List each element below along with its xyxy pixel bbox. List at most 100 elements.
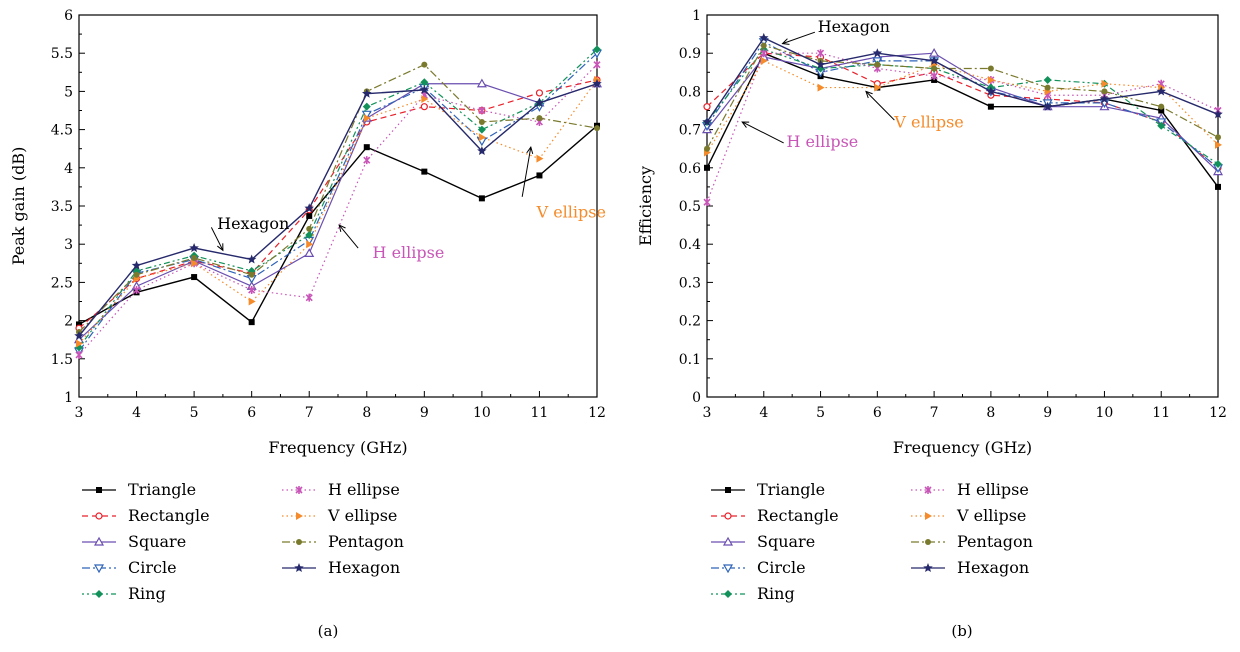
data-point: [1043, 75, 1052, 84]
x-tick-label: 5: [816, 405, 825, 421]
legend-label: Square: [757, 532, 815, 551]
y-tick-label: 4.5: [51, 123, 73, 139]
x-tick-label: 6: [247, 405, 256, 421]
data-point: [363, 144, 370, 151]
data-point: [1101, 88, 1108, 95]
data-point: [478, 118, 485, 125]
data-point: [760, 56, 768, 65]
data-point: [1158, 107, 1165, 114]
y-tick-label: 0.3: [679, 275, 701, 291]
legend-marker: [96, 487, 102, 493]
data-point: [306, 212, 313, 219]
legend-label: Triangle: [757, 480, 825, 499]
series-line: [78, 48, 598, 348]
legend-marker: [93, 564, 105, 574]
y-tick-label: 3.5: [51, 199, 73, 215]
data-point: [1158, 103, 1165, 110]
legend-marker: [294, 563, 304, 573]
y-tick-label: 0.4: [679, 237, 701, 253]
data-point: [305, 231, 314, 240]
data-point: [246, 254, 257, 264]
series-line: [78, 83, 598, 337]
series-pentagon: [76, 61, 600, 336]
x-tick-label: 4: [132, 405, 141, 421]
data-point: [191, 259, 199, 268]
data-point: [420, 78, 429, 87]
legend-marker: [93, 536, 105, 546]
series-h-ellipse: [75, 60, 601, 359]
legend-label: Square: [128, 532, 186, 551]
data-point: [986, 86, 996, 96]
annotation-label: Hexagon: [818, 17, 890, 36]
y-tick-label: 2.5: [51, 275, 73, 291]
data-point: [131, 260, 142, 270]
data-point: [815, 59, 826, 69]
data-point: [76, 339, 83, 348]
legend-marker: [724, 512, 732, 520]
legend: Triangle Rectangle Square Circle Ring H ellip…: [711, 480, 1033, 603]
data-point: [593, 45, 601, 54]
data-point: [987, 103, 994, 110]
series-triangle: [76, 122, 600, 328]
chart-panel-b: 3 4 5 6 7 8 9 10 11 12 0 0.1 0.2 0.3 0.4 0.5 0.6 0.7 0.8 0.…: [636, 8, 1227, 640]
legend-label: Pentagon: [957, 532, 1033, 551]
x-tick-label: 7: [930, 405, 939, 421]
data-point: [248, 297, 256, 306]
y-tick-label: 0.7: [679, 123, 701, 139]
plot-frame: [78, 14, 598, 398]
legend-marker: [296, 539, 302, 545]
annotation-arrow: [865, 91, 895, 121]
data-point: [930, 72, 938, 81]
data-point: [476, 78, 487, 88]
plot-frame: [706, 14, 1219, 398]
series-pentagon: [704, 42, 1221, 152]
series-hexagon: [74, 78, 602, 340]
legend-marker: [295, 486, 303, 494]
x-tick-label: 10: [473, 405, 491, 421]
legend-label: H ellipse: [328, 480, 400, 499]
series-line: [706, 37, 1219, 123]
x-tick-label: 3: [75, 405, 84, 421]
annotation-label: H ellipse: [373, 243, 445, 262]
data-point: [703, 198, 711, 207]
data-point: [987, 65, 994, 72]
data-point: [1157, 121, 1166, 130]
x-tick-label: 12: [588, 405, 606, 421]
data-point: [421, 95, 429, 104]
annotation-arrowhead: [338, 224, 346, 233]
chart-panel-a: 3 4 5 6 7 8 9 10 11 12 1 1.5 2 2.5 3 3.5 4 4.5 5 5.5 6 Freque…: [9, 8, 606, 640]
y-axis-label: Peak gain (dB): [9, 147, 28, 266]
series-line: [78, 79, 598, 344]
y-tick-label: 3: [64, 237, 73, 253]
data-point: [703, 103, 711, 111]
data-point: [1215, 140, 1222, 149]
series-line: [78, 64, 598, 356]
data-point: [816, 49, 825, 58]
data-point: [874, 83, 882, 92]
data-point: [1042, 101, 1053, 111]
data-point: [304, 203, 314, 213]
data-point: [1156, 86, 1166, 96]
series-v-ellipse: [704, 56, 1222, 157]
legend-marker: [724, 590, 732, 598]
legend-label: V ellipse: [956, 506, 1026, 525]
series-line: [78, 79, 598, 329]
data-point: [420, 103, 428, 111]
data-point: [817, 83, 825, 92]
data-point: [1099, 94, 1110, 104]
legend-label: H ellipse: [957, 480, 1029, 499]
legend-label: Ring: [128, 584, 166, 603]
y-tick-label: 5: [64, 84, 73, 100]
data-point: [987, 75, 995, 84]
data-point: [536, 172, 543, 179]
data-point: [132, 286, 141, 295]
data-point: [1215, 183, 1221, 190]
legend-label: Ring: [757, 584, 795, 603]
data-point: [1214, 159, 1222, 168]
data-point: [421, 61, 428, 68]
x-tick-label: 3: [703, 405, 712, 421]
y-tick-label: 0: [692, 390, 701, 406]
annotation-arrowhead: [217, 243, 224, 252]
x-tick-label: 9: [1043, 405, 1052, 421]
